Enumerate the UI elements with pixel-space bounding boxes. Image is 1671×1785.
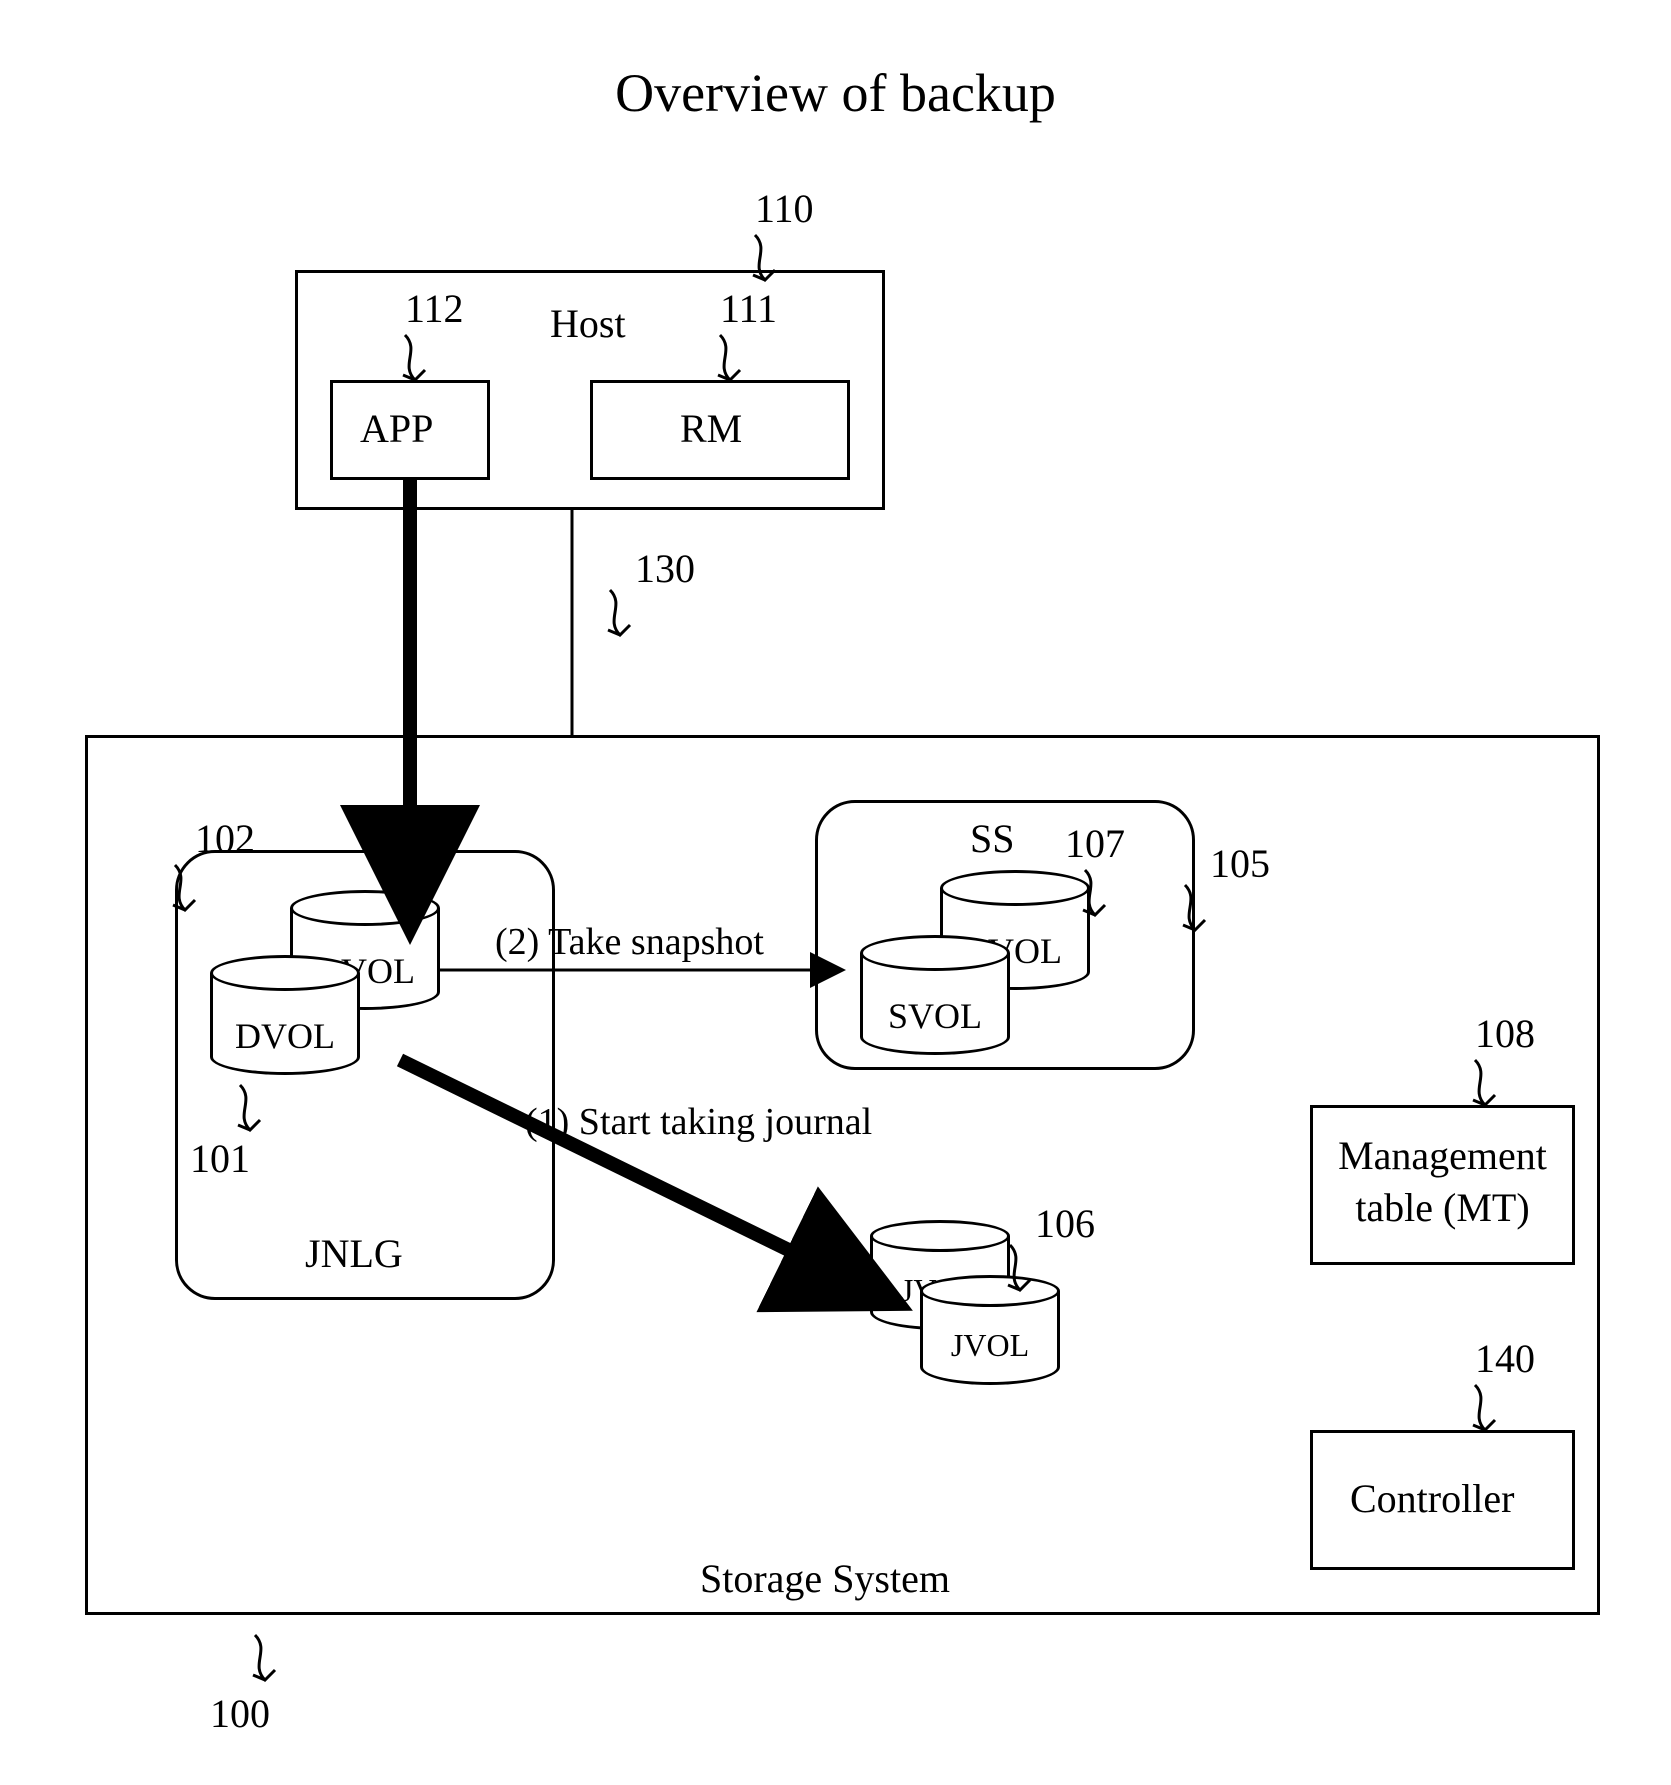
dvol-ref: 101 xyxy=(190,1135,250,1182)
svol-ref: 107 xyxy=(1065,820,1125,867)
storage-label: Storage System xyxy=(700,1555,950,1602)
arrow-app-dvol xyxy=(380,480,440,900)
step1-label: (1) Start taking journal xyxy=(525,1100,872,1144)
ref-mark-icon xyxy=(165,860,205,920)
host-label: Host xyxy=(550,300,626,347)
jnlg-ref: 102 xyxy=(195,815,255,862)
arrow-journal xyxy=(400,1050,880,1310)
jvol-ref: 106 xyxy=(1035,1200,1095,1247)
ref-mark-icon xyxy=(745,230,785,290)
rm-ref: 111 xyxy=(720,285,777,332)
ref-mark-icon xyxy=(600,585,640,645)
app-label: APP xyxy=(360,405,433,452)
jnlg-label: JNLG xyxy=(305,1230,403,1277)
mt-ref: 108 xyxy=(1475,1010,1535,1057)
connection-ref: 130 xyxy=(635,545,695,592)
ref-mark-icon xyxy=(230,1080,270,1140)
step2-label: (2) Take snapshot xyxy=(495,920,764,964)
ref-mark-icon xyxy=(245,1630,285,1690)
diagram-title: Overview of backup xyxy=(0,62,1671,124)
connection-line xyxy=(570,510,574,735)
ss-label: SS xyxy=(970,815,1015,862)
ref-mark-icon xyxy=(1465,1380,1505,1440)
mt-label: Management table (MT) xyxy=(1320,1130,1565,1234)
jvol-label: JVOL xyxy=(920,1327,1060,1364)
svol-label: SVOL xyxy=(860,995,1010,1037)
controller-label: Controller xyxy=(1350,1475,1514,1522)
rm-label: RM xyxy=(680,405,742,452)
ref-mark-icon xyxy=(395,330,435,390)
ref-mark-icon xyxy=(1000,1240,1040,1300)
host-ref: 110 xyxy=(755,185,814,232)
svol-cylinder-front: SVOL xyxy=(860,935,1010,1055)
dvol-cylinder-front: DVOL xyxy=(210,955,360,1075)
ref-mark-icon xyxy=(1075,865,1115,925)
ref-mark-icon xyxy=(710,330,750,390)
ss-ref: 105 xyxy=(1210,840,1270,887)
ref-mark-icon xyxy=(1175,880,1215,940)
ref-mark-icon xyxy=(1465,1055,1505,1115)
app-ref: 112 xyxy=(405,285,464,332)
storage-ref: 100 xyxy=(210,1690,270,1737)
controller-ref: 140 xyxy=(1475,1335,1535,1382)
dvol-label: DVOL xyxy=(210,1015,360,1057)
